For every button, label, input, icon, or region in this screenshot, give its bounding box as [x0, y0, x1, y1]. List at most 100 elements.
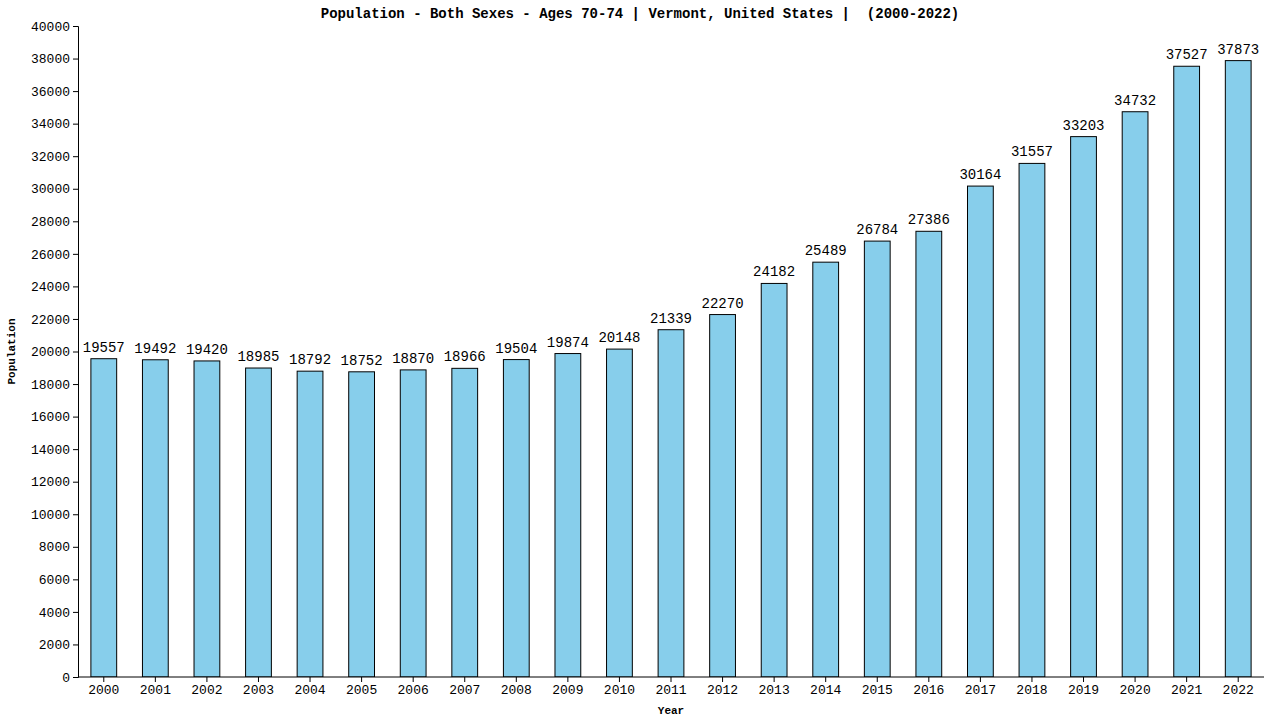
y-tick: 36000 — [31, 85, 78, 100]
x-tick-label: 2006 — [398, 683, 429, 698]
data-label: 30164 — [959, 167, 1001, 183]
y-tick: 40000 — [31, 20, 78, 35]
data-label: 37873 — [1217, 42, 1259, 58]
data-label: 37527 — [1166, 47, 1208, 63]
x-tick-mark — [1238, 677, 1239, 682]
data-label: 25489 — [805, 243, 847, 259]
x-tick: 2005 — [346, 677, 377, 698]
x-tick-label: 2002 — [191, 683, 222, 698]
x-tick-mark — [310, 677, 311, 682]
data-label: 34732 — [1114, 93, 1156, 109]
x-tick: 2001 — [140, 677, 171, 698]
y-tick: 38000 — [31, 52, 78, 67]
bar — [503, 360, 529, 677]
x-tick: 2021 — [1171, 677, 1202, 698]
y-tick-label: 18000 — [31, 378, 70, 393]
data-label: 24182 — [753, 264, 795, 280]
x-tick-mark — [413, 677, 414, 682]
x-tick-label: 2013 — [759, 683, 790, 698]
bars — [91, 61, 1251, 677]
y-tick-mark — [73, 91, 78, 92]
y-tick-mark — [73, 319, 78, 320]
data-label: 18966 — [444, 349, 486, 365]
y-tick: 2000 — [39, 638, 78, 653]
x-tick: 2020 — [1119, 677, 1150, 698]
bar — [1019, 163, 1045, 677]
bar — [916, 231, 942, 677]
data-label: 33203 — [1063, 118, 1105, 134]
x-tick: 2015 — [862, 677, 893, 698]
data-label: 18752 — [341, 353, 383, 369]
bar — [1122, 112, 1148, 677]
y-tick: 16000 — [31, 410, 78, 425]
y-tick-label: 26000 — [31, 248, 70, 263]
y-tick-label: 24000 — [31, 280, 70, 295]
y-tick: 20000 — [31, 345, 78, 360]
x-tick-label: 2019 — [1068, 683, 1099, 698]
y-tick: 8000 — [39, 540, 78, 555]
data-label: 19492 — [134, 341, 176, 357]
y-tick-label: 40000 — [31, 20, 70, 35]
title: Population - Both Sexes - Ages 70-74 | V… — [321, 6, 960, 22]
y-axis: 0200040006000800010000120001400016000180… — [31, 20, 79, 686]
x-tick: 2014 — [810, 677, 841, 698]
data-label: 19557 — [83, 340, 125, 356]
x-axis: 2000 2001 2002 2003 2004 2005 2006 2007 2008 2009… — [78, 677, 1264, 698]
y-tick: 10000 — [31, 508, 78, 523]
x-tick-mark — [567, 677, 568, 682]
bar — [1174, 66, 1200, 677]
y-tick: 28000 — [31, 215, 78, 230]
data-label: 18792 — [289, 352, 331, 368]
x-tick: 2017 — [965, 677, 996, 698]
y-tick: 18000 — [31, 378, 78, 393]
x-tick-label: 2012 — [707, 683, 738, 698]
x-tick-mark — [155, 677, 156, 682]
x-tick-mark — [1083, 677, 1084, 682]
y-tick-mark — [73, 156, 78, 157]
x-tick-mark — [825, 677, 826, 682]
x-tick-label: 2000 — [88, 683, 119, 698]
y-tick-mark — [73, 254, 78, 255]
x-tick: 2002 — [191, 677, 222, 698]
x-tick: 2009 — [552, 677, 583, 698]
y-tick-mark — [73, 189, 78, 190]
y-tick: 22000 — [31, 313, 78, 328]
y-tick: 4000 — [39, 606, 78, 621]
x-tick-label: 2007 — [449, 683, 480, 698]
y-tick-label: 4000 — [39, 606, 70, 621]
y-tick-mark — [73, 221, 78, 222]
x-tick-label: 2005 — [346, 683, 377, 698]
y-tick-mark — [73, 384, 78, 385]
x-tick-label: 2004 — [294, 683, 325, 698]
y-tick: 24000 — [31, 280, 78, 295]
y-tick-mark — [73, 547, 78, 548]
x-tick-mark — [619, 677, 620, 682]
x-tick-mark — [516, 677, 517, 682]
x-tick: 2003 — [243, 677, 274, 698]
y-tick-mark — [73, 59, 78, 60]
x-tick: 2004 — [294, 677, 325, 698]
data-label: 20148 — [598, 330, 640, 346]
y-tick-mark — [73, 352, 78, 353]
x-tick-label: 2001 — [140, 683, 171, 698]
x-tick-mark — [1031, 677, 1032, 682]
x-tick-label: 2010 — [604, 683, 635, 698]
x-tick-label: 2008 — [501, 683, 532, 698]
x-tick-label: 2020 — [1119, 683, 1150, 698]
y-tick-label: 28000 — [31, 215, 70, 230]
x-tick-mark — [877, 677, 878, 682]
x-tick: 2013 — [759, 677, 790, 698]
y-tick: 14000 — [31, 443, 78, 458]
bar — [246, 368, 272, 677]
bar — [1225, 61, 1251, 677]
data-label: 19420 — [186, 342, 228, 358]
y-tick-label: 0 — [62, 671, 70, 686]
y-tick-mark — [73, 644, 78, 645]
bar — [968, 186, 994, 677]
x-tick-label: 2011 — [655, 683, 686, 698]
bar — [607, 349, 633, 677]
y-tick-label: 12000 — [31, 475, 70, 490]
x-tick-mark — [206, 677, 207, 682]
bar — [555, 354, 581, 677]
x-tick: 2012 — [707, 677, 738, 698]
